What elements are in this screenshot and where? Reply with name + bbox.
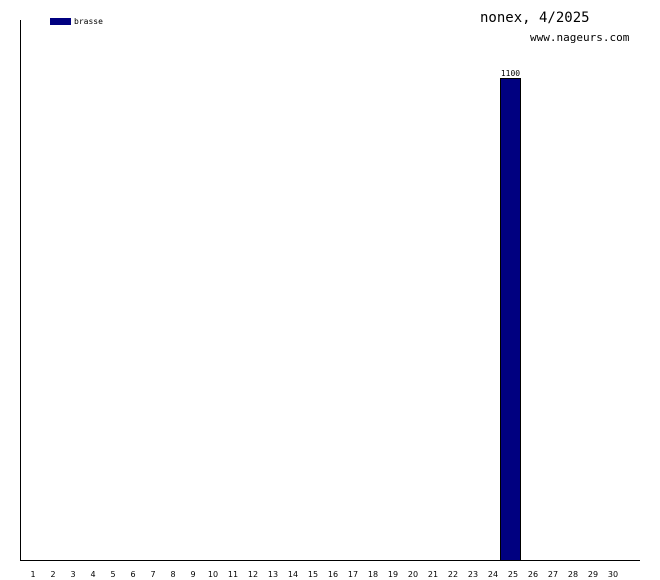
legend: brasse (50, 17, 103, 26)
x-tick-label-17: 17 (348, 570, 358, 579)
x-tick-label-19: 19 (388, 570, 398, 579)
x-tick-label-7: 7 (150, 570, 155, 579)
x-tick-label-23: 23 (468, 570, 478, 579)
x-tick-label-8: 8 (170, 570, 175, 579)
x-tick-label-13: 13 (268, 570, 278, 579)
x-tick-label-3: 3 (70, 570, 75, 579)
x-tick-label-1: 1 (30, 570, 35, 579)
x-tick-label-18: 18 (368, 570, 378, 579)
x-tick-label-30: 30 (608, 570, 618, 579)
x-tick-label-21: 21 (428, 570, 438, 579)
x-tick-label-12: 12 (248, 570, 258, 579)
x-tick-label-5: 5 (110, 570, 115, 579)
x-tick-label-16: 16 (328, 570, 338, 579)
x-tick-label-24: 24 (488, 570, 498, 579)
data-label-25: 1100 (501, 69, 520, 78)
legend-label: brasse (74, 17, 103, 26)
x-tick-label-26: 26 (528, 570, 538, 579)
chart-title: nonex, 4/2025 (480, 10, 590, 26)
x-tick-label-20: 20 (408, 570, 418, 579)
x-tick-label-27: 27 (548, 570, 558, 579)
x-tick-label-4: 4 (90, 570, 95, 579)
x-tick-label-29: 29 (588, 570, 598, 579)
x-tick-label-15: 15 (308, 570, 318, 579)
legend-swatch (50, 18, 71, 25)
x-tick-label-11: 11 (228, 570, 238, 579)
x-tick-label-2: 2 (50, 570, 55, 579)
x-tick-label-14: 14 (288, 570, 298, 579)
x-tick-label-9: 9 (190, 570, 195, 579)
chart-subtitle: www.nageurs.com (530, 31, 630, 44)
x-tick-label-25: 25 (508, 570, 518, 579)
x-tick-label-28: 28 (568, 570, 578, 579)
x-tick-label-22: 22 (448, 570, 458, 579)
x-tick-label-10: 10 (208, 570, 218, 579)
x-tick-label-6: 6 (130, 570, 135, 579)
bar-25 (500, 78, 521, 561)
